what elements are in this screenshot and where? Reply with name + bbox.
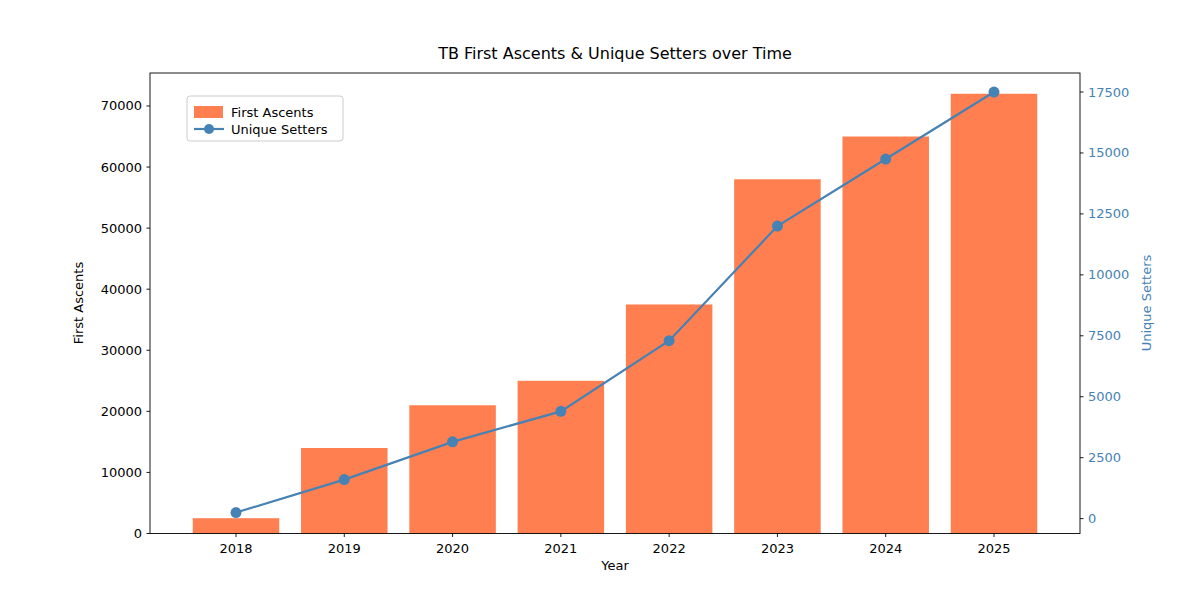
x-tick-label: 2024 (869, 541, 902, 556)
plot-frame (150, 73, 1080, 534)
left-tick-label: 70000 (101, 98, 142, 113)
left-tick-label: 10000 (101, 465, 142, 480)
left-tick-label: 40000 (101, 282, 142, 297)
left-tick-label: 60000 (101, 160, 142, 175)
x-tick-label: 2020 (436, 541, 469, 556)
right-tick-label: 15000 (1088, 145, 1129, 160)
right-tick-label: 5000 (1088, 389, 1121, 404)
y-axis-label-right: Unique Setters (1139, 255, 1154, 352)
bar-2021 (518, 381, 605, 534)
left-tick-label: 30000 (101, 343, 142, 358)
x-tick-label: 2019 (328, 541, 361, 556)
right-tick-label: 12500 (1088, 206, 1129, 221)
bar-2019 (301, 448, 388, 534)
x-tick-label: 2022 (653, 541, 686, 556)
x-tick-label: 2021 (544, 541, 577, 556)
chart-figure: 0 10000 20000 30000 40000 50000 60000 70000 0 250… (0, 0, 1200, 600)
right-tick-label: 2500 (1088, 450, 1121, 465)
marker-2018 (231, 507, 242, 518)
right-tick-label: 0 (1088, 511, 1096, 526)
bar-2025 (951, 94, 1038, 534)
x-axis-label: Year (15, 558, 1200, 573)
right-tick-label: 7500 (1088, 328, 1121, 343)
legend-bar-swatch (194, 106, 223, 118)
bar-2018 (193, 518, 280, 533)
bar-2020 (409, 405, 496, 533)
legend-label-first-ascents: First Ascents (231, 105, 314, 120)
marker-2025 (989, 87, 1000, 98)
x-tick-label: 2025 (977, 541, 1010, 556)
bar-2024 (842, 137, 929, 534)
legend-label-unique-setters: Unique Setters (231, 122, 328, 137)
bar-2023 (734, 179, 821, 533)
marker-2020 (447, 436, 458, 447)
marker-2022 (664, 335, 675, 346)
left-tick-label: 20000 (101, 404, 142, 419)
x-tick-label: 2023 (761, 541, 794, 556)
x-tick-label: 2018 (219, 541, 252, 556)
chart-canvas: 0 10000 20000 30000 40000 50000 60000 70000 0 250… (0, 0, 1200, 600)
right-tick-label: 10000 (1088, 267, 1129, 282)
left-tick-label: 50000 (101, 221, 142, 236)
marker-2024 (880, 154, 891, 165)
y-axis-label-left: First Ascents (71, 262, 86, 344)
marker-2019 (339, 474, 350, 485)
legend-line-marker (204, 124, 214, 134)
marker-2021 (555, 406, 566, 417)
marker-2023 (772, 221, 783, 232)
chart-title: TB First Ascents & Unique Setters over T… (15, 44, 1200, 63)
right-tick-label: 17500 (1088, 85, 1129, 100)
left-tick-label: 0 (134, 526, 142, 541)
